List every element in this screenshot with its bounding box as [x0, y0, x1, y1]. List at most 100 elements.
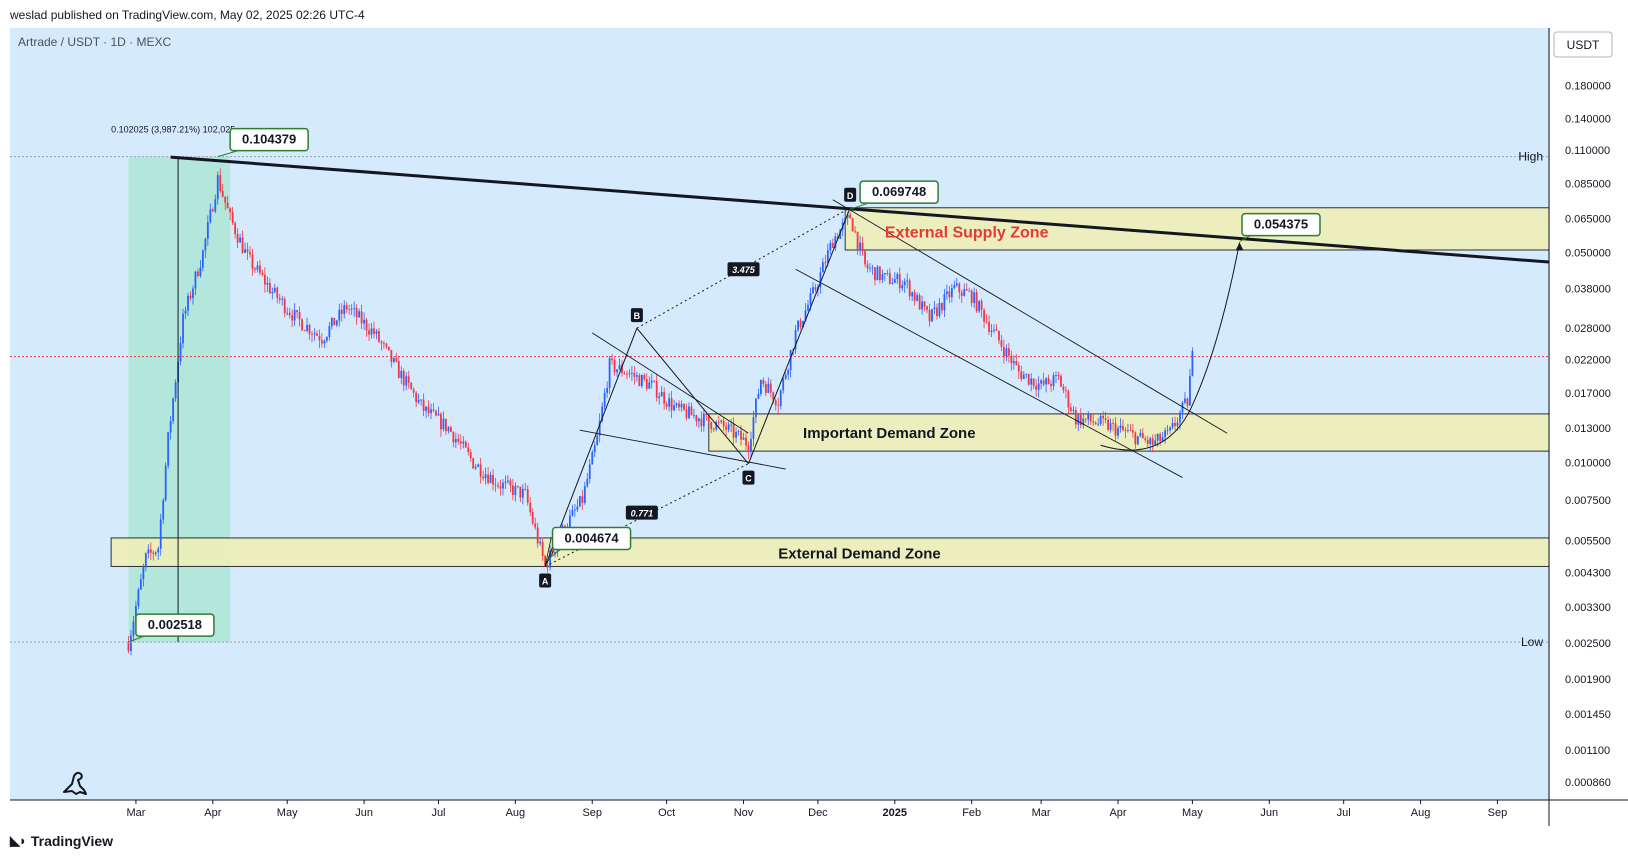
candle-body: [184, 310, 187, 314]
candle-body: [896, 274, 899, 280]
candle-body: [360, 311, 363, 324]
candle-body: [472, 458, 475, 469]
candle-body: [1012, 360, 1015, 364]
price-tag-label: 0.104379: [242, 132, 296, 147]
candle-body: [239, 237, 241, 243]
candle-body: [1134, 432, 1137, 445]
candle-body: [913, 292, 916, 301]
currency-button[interactable]: [1553, 31, 1613, 58]
candle-body: [412, 389, 415, 393]
candle-body: [445, 418, 447, 432]
candle-body: [755, 398, 757, 418]
candle-body: [772, 392, 775, 401]
candle-body: [948, 291, 951, 298]
candle-body: [427, 406, 430, 414]
candle-body: [288, 312, 291, 316]
candle-body: [174, 382, 177, 399]
candle-body: [834, 236, 837, 248]
candle-body: [603, 392, 606, 407]
x-tick-label: Aug: [506, 807, 526, 819]
brand-name: TradingView: [30, 833, 114, 849]
candle-body: [127, 643, 130, 652]
candle-body: [437, 413, 440, 416]
abcd-leg: [636, 327, 749, 464]
candle-body: [348, 309, 351, 310]
candle-body: [276, 287, 279, 299]
x-tick-label: Sep: [1488, 807, 1508, 819]
candle-body: [608, 358, 611, 388]
candle-body: [573, 509, 576, 511]
price-tag-box: [229, 127, 309, 152]
candle-body: [908, 280, 911, 297]
price-axis[interactable]: 0.2400000.1800000.1400000.1100000.085000…: [1565, 43, 1611, 789]
candle-body: [874, 267, 876, 281]
candle-body: [236, 234, 239, 243]
candle-body: [926, 306, 928, 310]
candle-body: [779, 390, 782, 407]
candle-body: [1082, 418, 1085, 426]
candle-body: [395, 358, 398, 362]
candle-body: [1122, 425, 1124, 431]
candle-body: [576, 506, 579, 510]
candle-body: [549, 550, 551, 568]
candle-body: [316, 333, 318, 336]
candle-body: [432, 409, 435, 411]
candle-body: [814, 287, 817, 291]
candle-body: [670, 398, 673, 411]
high-label: High: [1518, 150, 1543, 164]
candle-body: [866, 264, 869, 269]
candle-body: [759, 380, 762, 394]
candle-body: [1087, 414, 1090, 420]
candle-body: [541, 541, 544, 556]
candle-body: [169, 421, 172, 433]
time-axis[interactable]: Mar Apr May Jun Jul Aug Sep Oct Nov Dec 2025 Feb Mar…: [126, 800, 1507, 819]
candle-body: [804, 310, 807, 321]
candle-body: [626, 373, 628, 375]
candle-body: [1022, 374, 1025, 379]
candle-body: [727, 424, 730, 430]
candle-body: [653, 380, 656, 382]
candle-body: [628, 373, 631, 375]
candle-body: [693, 415, 695, 416]
candle-body: [933, 307, 936, 310]
candle-body: [945, 291, 948, 295]
candle-body: [417, 399, 420, 403]
candle-body: [859, 242, 861, 250]
candle-body: [209, 209, 212, 223]
candle-body: [876, 266, 879, 281]
candle-body: [1032, 378, 1035, 386]
wedge-lower-line: [579, 429, 786, 470]
candle-body: [474, 466, 477, 469]
candle-body: [812, 287, 814, 294]
candle-body: [918, 295, 921, 310]
candle-body: [678, 403, 680, 408]
candle-body: [958, 283, 961, 293]
candle-body: [1141, 433, 1144, 439]
y-tick-label: 0.000860: [1565, 777, 1611, 789]
measure-label: 0.102025 (3,987.21%) 102,025: [111, 125, 235, 135]
candle-body: [1007, 348, 1010, 356]
candle-body: [216, 175, 219, 200]
point-marker-b: [630, 308, 643, 323]
external-demand-zone: [110, 537, 1550, 567]
ratio-badge: [625, 505, 658, 520]
candle-body: [618, 364, 621, 370]
candle-body: [635, 375, 638, 377]
candle-body: [973, 292, 976, 304]
candle-body: [1139, 433, 1142, 437]
candle-body: [201, 250, 204, 268]
candle-body: [1035, 385, 1038, 390]
candle-body: [695, 415, 698, 422]
candle-body: [167, 432, 170, 466]
candle-body: [581, 496, 584, 503]
candle-body: [1015, 360, 1018, 365]
candle-body: [204, 238, 207, 251]
candle-body: [1030, 378, 1033, 385]
labels-layer: High Low 0.102025 (3,987.21%) 102,025 Exter…: [111, 125, 1543, 650]
candle-body: [898, 274, 901, 289]
candle-body: [492, 474, 494, 485]
candle-body: [784, 374, 787, 379]
candle-body: [856, 231, 859, 250]
candle-body: [479, 464, 482, 477]
